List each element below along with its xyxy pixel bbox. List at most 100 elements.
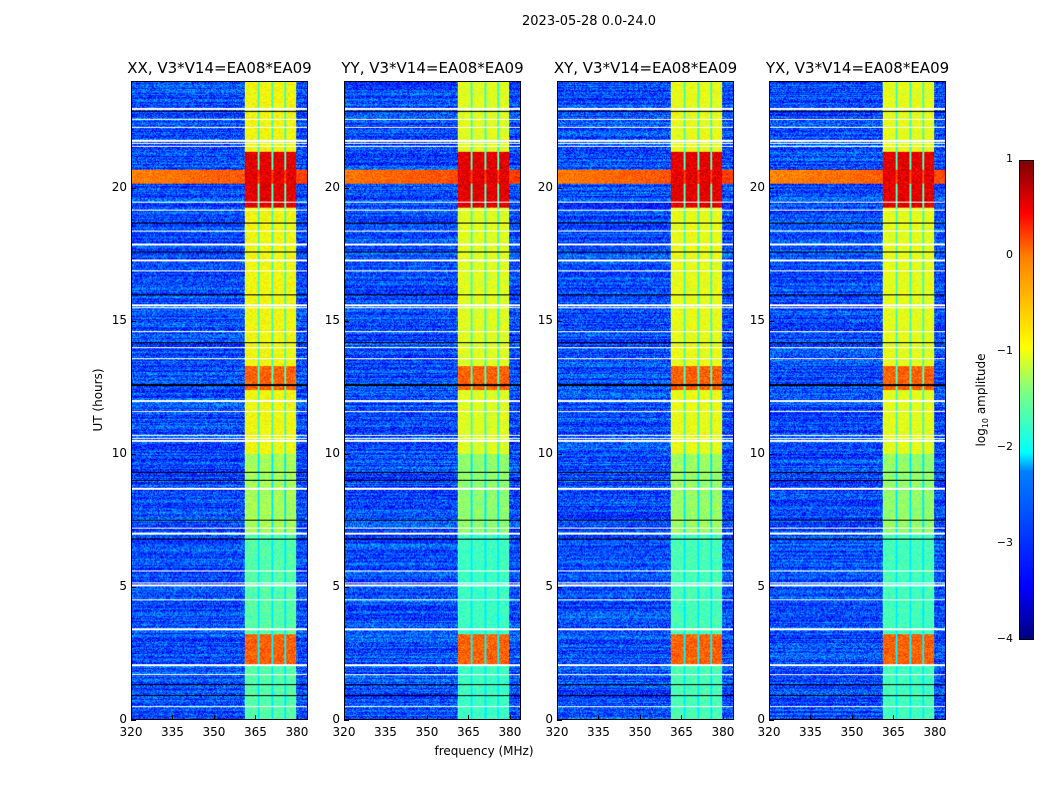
x-tick-mark [851, 715, 853, 720]
y-tick-mark [769, 187, 774, 189]
y-tick-label: 0 [757, 712, 765, 726]
x-tick-mark [934, 715, 936, 720]
y-tick-label: 5 [757, 578, 765, 593]
y-tick-mark [344, 720, 349, 721]
y-tick-label: 10 [749, 445, 765, 460]
y-tick-label: 15 [111, 312, 127, 327]
x-tick-mark [426, 715, 428, 720]
y-tick-mark [557, 720, 562, 721]
x-tick-label: 320 [332, 725, 356, 739]
y-tick-label: 15 [537, 312, 553, 327]
y-tick-mark [131, 453, 136, 455]
heatmap-image [345, 82, 520, 719]
colorbar-tick-label: 0 [1006, 248, 1013, 261]
y-tick-mark [557, 586, 562, 588]
x-tick-mark [598, 715, 600, 720]
colorbar-tick-label: 1 [1006, 152, 1013, 165]
x-tick-label: 365 [882, 725, 905, 739]
y-tick-label: 0 [332, 712, 340, 726]
figure-title: 2023-05-28 0.0-24.0 [522, 14, 656, 29]
x-tick-mark [893, 715, 895, 720]
y-tick-label: 20 [324, 179, 340, 194]
y-tick-mark [344, 586, 349, 588]
x-tick-label: 380 [285, 725, 309, 739]
x-tick-label: 380 [498, 725, 522, 739]
y-tick-mark [131, 320, 136, 322]
x-tick-label: 350 [202, 725, 226, 739]
y-axis-label: UT (hours) [91, 368, 105, 432]
x-tick-label: 320 [757, 725, 781, 739]
y-tick-mark [344, 453, 349, 455]
y-tick-mark [769, 720, 774, 721]
x-tick-label: 350 [415, 725, 439, 739]
x-tick-label: 350 [628, 725, 652, 739]
y-tick-mark [557, 187, 562, 189]
heatmap-image [132, 82, 307, 719]
x-tick-mark [722, 715, 724, 720]
heatmap-panel [344, 81, 521, 720]
x-tick-label: 320 [545, 725, 569, 739]
y-tick-label: 15 [324, 312, 340, 327]
x-tick-mark [296, 715, 298, 720]
x-tick-mark [769, 715, 770, 720]
x-tick-mark [468, 715, 470, 720]
y-tick-label: 0 [545, 712, 553, 726]
x-tick-label: 320 [119, 725, 143, 739]
x-tick-label: 380 [711, 725, 735, 739]
x-tick-mark [557, 715, 558, 720]
y-tick-mark [131, 586, 136, 588]
heatmap-panel [131, 81, 308, 720]
colorbar-tick-label: −4 [996, 632, 1013, 645]
x-tick-mark [385, 715, 387, 720]
colorbar-tick-label: −3 [996, 536, 1013, 549]
y-tick-mark [344, 187, 349, 189]
y-tick-mark [769, 453, 774, 455]
x-tick-label: 365 [457, 725, 480, 739]
heatmap-image [558, 82, 733, 719]
x-tick-label: 365 [244, 725, 267, 739]
x-tick-mark [255, 715, 257, 720]
y-tick-mark [344, 320, 349, 322]
y-tick-label: 10 [111, 445, 127, 460]
y-tick-label: 20 [111, 179, 127, 194]
x-tick-mark [172, 715, 174, 720]
colorbar-tick-label: −2 [996, 440, 1013, 453]
x-tick-mark [131, 715, 132, 720]
y-tick-label: 10 [537, 445, 553, 460]
panel-title: XY, V3*V14=EA08*EA09 [553, 59, 738, 77]
heatmap-panel [769, 81, 946, 720]
y-tick-mark [769, 320, 774, 322]
x-tick-mark [639, 715, 641, 720]
y-tick-mark [769, 586, 774, 588]
y-tick-mark [557, 453, 562, 455]
y-tick-mark [131, 720, 136, 721]
y-tick-mark [131, 187, 136, 189]
x-tick-label: 335 [374, 725, 397, 739]
x-tick-mark [213, 715, 215, 720]
y-tick-label: 20 [537, 179, 553, 194]
heatmap-panel [557, 81, 734, 720]
y-tick-label: 5 [545, 578, 553, 593]
y-tick-label: 5 [332, 578, 340, 593]
colorbar-label: log10 amplitude [973, 353, 991, 447]
panel-title: XX, V3*V14=EA08*EA09 [127, 59, 312, 77]
heatmap-image [770, 82, 945, 719]
colorbar-tick-label: −1 [996, 344, 1013, 357]
y-tick-label: 5 [119, 578, 127, 593]
x-tick-label: 335 [161, 725, 184, 739]
x-tick-label: 350 [840, 725, 864, 739]
y-tick-label: 20 [749, 179, 765, 194]
x-axis-label: frequency (MHz) [434, 744, 534, 758]
x-tick-mark [344, 715, 345, 720]
y-tick-mark [557, 320, 562, 322]
x-tick-mark [509, 715, 511, 720]
x-tick-mark [681, 715, 683, 720]
x-tick-mark [810, 715, 812, 720]
x-tick-label: 335 [799, 725, 822, 739]
x-tick-label: 380 [923, 725, 947, 739]
y-tick-label: 10 [324, 445, 340, 460]
x-tick-label: 335 [587, 725, 610, 739]
panel-title: YX, V3*V14=EA08*EA09 [765, 59, 950, 77]
y-tick-label: 0 [119, 712, 127, 726]
